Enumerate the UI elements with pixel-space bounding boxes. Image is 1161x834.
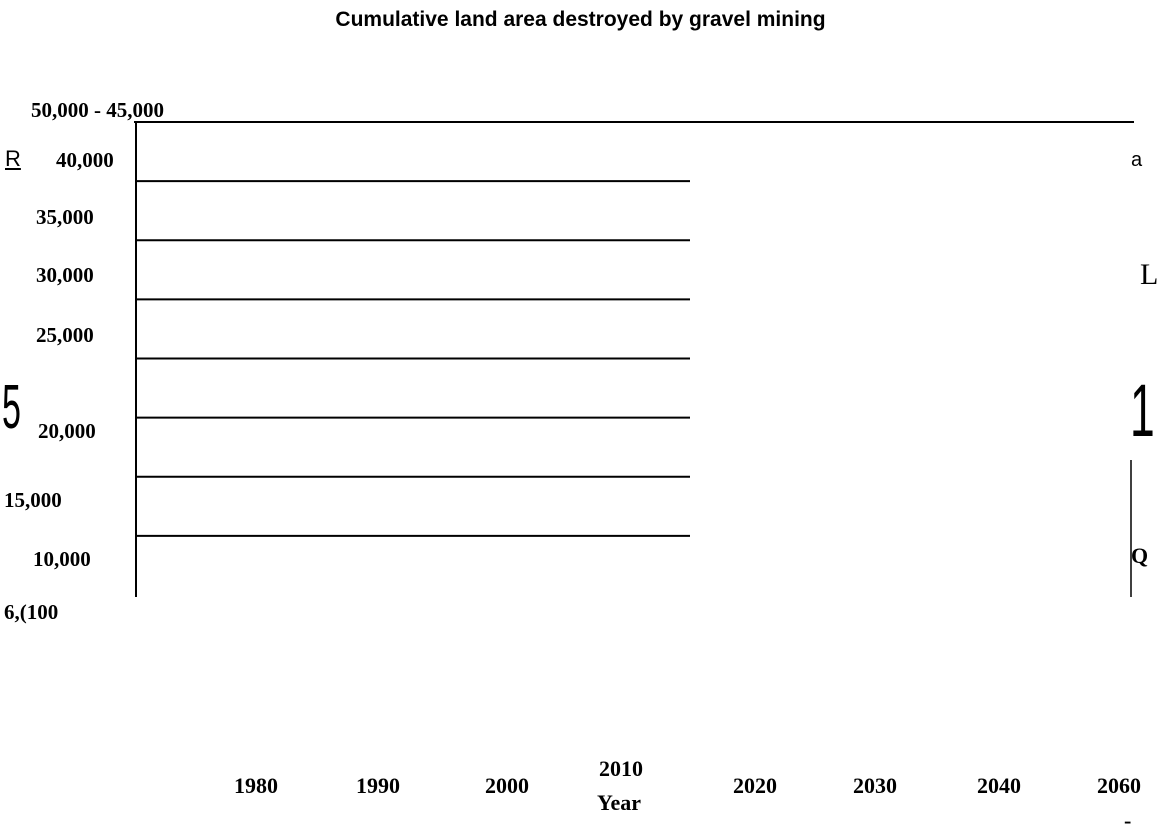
x-tick-label: 2000 <box>485 773 529 798</box>
stray-glyph-l: L <box>1140 258 1159 291</box>
y-tick-label: 25,000 <box>36 323 94 347</box>
gridlines <box>134 121 1134 537</box>
x-tick-label: 1990 <box>356 773 400 798</box>
x-tick-label: 2010 <box>599 756 643 781</box>
x-tick-label: 2020 <box>733 773 777 798</box>
stray-glyph-a: a <box>1131 149 1143 171</box>
y-tick-label: 35,000 <box>36 205 94 229</box>
x-axis-title: Year <box>597 790 641 815</box>
stray-glyph-q: Q <box>1131 543 1149 568</box>
stray-glyph-five: 5 <box>2 373 21 442</box>
stray-glyph-dash: - <box>1124 808 1132 833</box>
chart-title: Cumulative land area destroyed by gravel… <box>335 8 826 31</box>
y-tick-label: 50,000 - 45,000 <box>31 98 164 122</box>
y-tick-label: 15,000 <box>4 488 62 512</box>
x-tick-label: 2030 <box>853 773 897 798</box>
x-tick-label: 2060 <box>1097 773 1141 798</box>
stray-glyph-r: R <box>5 146 21 171</box>
stray-glyph-one: 1 <box>1130 369 1155 452</box>
x-tick-label: 2040 <box>977 773 1021 798</box>
y-tick-label: 10,000 <box>33 547 91 571</box>
y-tick-label: 40,000 <box>56 148 114 172</box>
y-tick-label: 20,000 <box>38 419 96 443</box>
y-tick-label: 30,000 <box>36 263 94 287</box>
y-tick-label: 6,(100 <box>4 600 59 624</box>
x-tick-label: 1980 <box>234 773 278 798</box>
